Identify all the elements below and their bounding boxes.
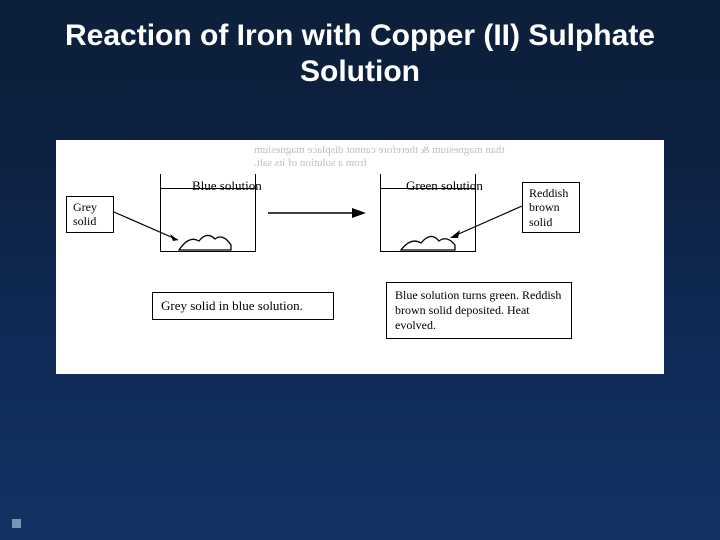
ghost-line-2: from a solution of its salt. xyxy=(254,157,504,170)
solid-label-right: Reddish brown solid xyxy=(522,182,580,233)
ghost-line-1: than magnesium & therefore cannot displa… xyxy=(254,144,504,157)
diagram-panel: than magnesium & therefore cannot displa… xyxy=(56,140,664,374)
solution-label-left: Blue solution xyxy=(192,178,262,194)
ghost-text: than magnesium & therefore cannot displa… xyxy=(254,144,504,170)
slide-title: Reaction of Iron with Copper (II) Sulpha… xyxy=(0,0,720,100)
solid-label-left: Grey solid xyxy=(66,196,114,233)
slide-bullet-icon xyxy=(12,519,21,528)
reaction-arrow xyxy=(268,206,366,220)
solution-label-right: Green solution xyxy=(406,178,483,194)
caption-left: Grey solid in blue solution. xyxy=(152,292,334,320)
caption-right: Blue solution turns green. Reddish brown… xyxy=(386,282,572,339)
leader-right xyxy=(448,204,524,242)
leader-left xyxy=(114,210,188,246)
